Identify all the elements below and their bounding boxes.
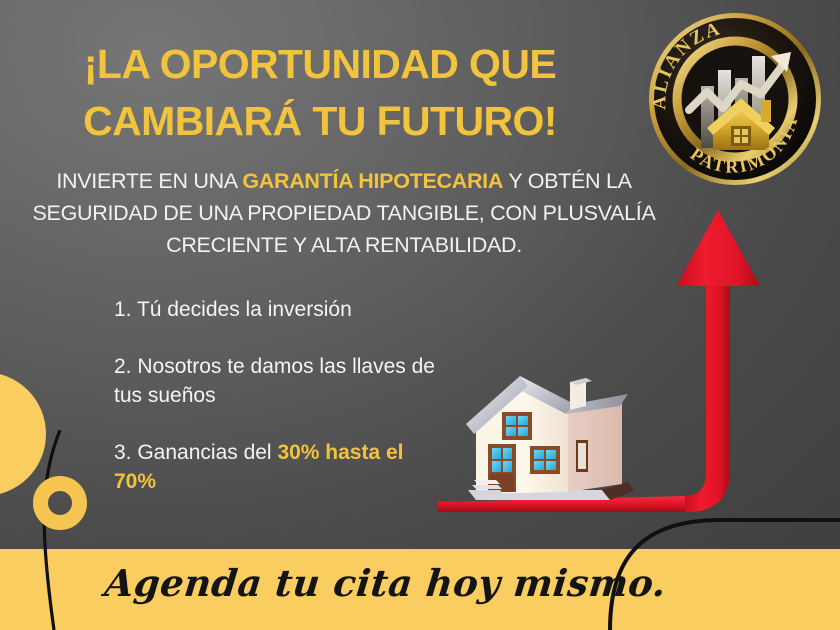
subtitle: INVIERTE EN UNA GARANTÍA HIPOTECARIA Y O… <box>14 166 674 261</box>
headline-line-1: ¡LA OPORTUNIDAD QUE <box>83 41 557 87</box>
cta-text: Agenda tu cita hoy mismo. <box>102 561 669 605</box>
subtitle-part-2: Y OBTÉN LA SEGURIDAD DE UNA PROPIEDAD TA… <box>32 169 656 257</box>
list-item-text: 2. Nosotros te damos las llaves de tus s… <box>114 354 435 407</box>
list-item: 1. Tú decides la inversión <box>114 296 444 325</box>
list-item-text: 3. Ganancias del <box>114 440 278 464</box>
list-item-highlight: 30% hasta el 70% <box>114 440 404 493</box>
subtitle-part-1: INVIERTE EN UNA <box>56 169 243 193</box>
list-item: 3. Ganancias del 30% hasta el 70% <box>114 439 444 497</box>
headline: ¡LA OPORTUNIDAD QUE CAMBIARÁ TU FUTURO! <box>20 36 620 149</box>
benefits-list: 1. Tú decides la inversión 2. Nosotros t… <box>114 296 444 497</box>
house-illustration <box>466 376 634 500</box>
headline-line-2: CAMBIARÁ TU FUTURO! <box>83 97 557 144</box>
subtitle-highlight: GARANTÍA HIPOTECARIA <box>242 169 504 193</box>
yellow-ring-decoration <box>33 476 87 530</box>
list-item: 2. Nosotros te damos las llaves de tus s… <box>114 353 444 411</box>
alianza-patrimonial-logo: ALIANZA PATRIMONIAL <box>645 8 821 185</box>
list-item-text: 1. Tú decides la inversión <box>114 298 352 321</box>
red-growth-arrow <box>438 210 760 512</box>
